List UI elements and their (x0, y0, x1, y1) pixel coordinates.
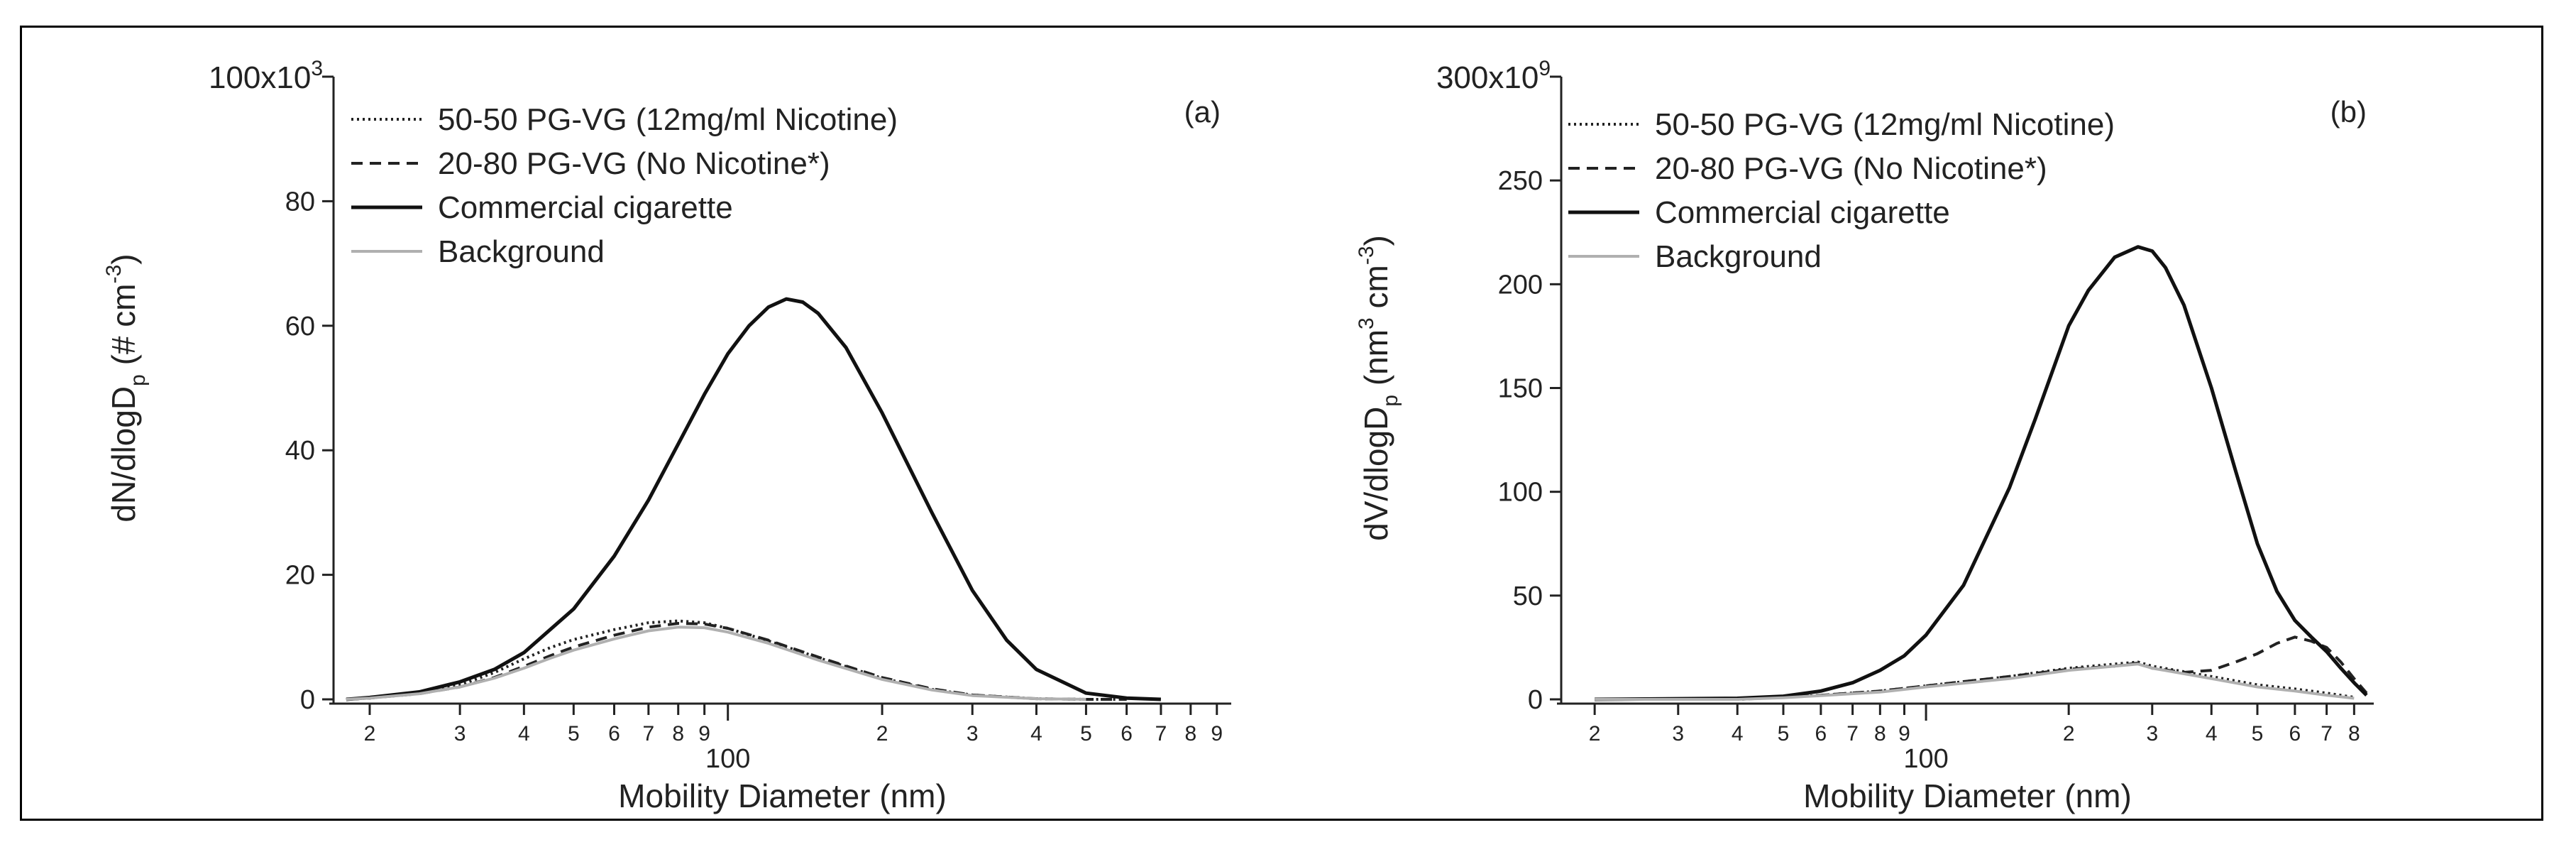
y-tick-label: 100 (1498, 478, 1543, 508)
y-axis-title-part: -3 (1355, 246, 1378, 265)
y-tick-label: 20 (285, 561, 315, 591)
panel-label: (a) (1184, 95, 1221, 129)
y-axis-title-part: 3 (1355, 317, 1378, 329)
x-minor-tick-label: 5 (1778, 722, 1790, 746)
x-minor-tick-label: 5 (568, 722, 580, 746)
y-axis-title-part: dV/dlogD (1358, 407, 1394, 541)
x-minor-tick-label: 9 (1211, 722, 1223, 746)
x-minor-tick-label: 2 (2063, 722, 2075, 746)
x-minor-tick-label: 5 (2252, 722, 2264, 746)
y-axis-title-part: ) (105, 253, 142, 264)
y-max-label: 300x109 (1436, 57, 1551, 95)
series-line-0 (346, 619, 1127, 701)
x-minor-tick-label: 7 (1846, 722, 1859, 746)
legend-label: 20-80 PG-VG (No Nicotine*) (1655, 151, 2047, 186)
y-axis-title-part: p (1379, 395, 1402, 407)
series-line-3 (1595, 662, 2355, 701)
y-axis-title-part: (# cm (105, 283, 142, 374)
x-axis-title: Mobility Diameter (nm) (618, 777, 947, 814)
y-axis-title-part: cm (1358, 265, 1394, 317)
x-minor-tick-label: 4 (1030, 722, 1042, 746)
series-line-3 (346, 626, 1086, 701)
legend-label: 50-50 PG-VG (12mg/ml Nicotine) (438, 102, 898, 137)
x-minor-tick-label: 3 (2146, 722, 2158, 746)
x-minor-tick-label: 6 (2289, 722, 2301, 746)
y-tick-label: 40 (285, 436, 315, 466)
y-axis-title: dN/dlogDp (# cm-3) (102, 253, 150, 522)
x-minor-tick-label: 2 (876, 722, 888, 746)
y-axis-title-part: dN/dlogD (105, 386, 142, 523)
x-minor-tick-label: 6 (1121, 722, 1133, 746)
y-tick-label: 150 (1498, 374, 1543, 404)
x-minor-tick-label: 4 (1732, 722, 1744, 746)
x-axis-title: Mobility Diameter (nm) (1803, 777, 2132, 814)
y-tick-label: 60 (285, 312, 315, 342)
series-line-0 (1595, 660, 2355, 701)
y-tick-label: 0 (300, 685, 315, 715)
x-minor-tick-label: 4 (2206, 722, 2218, 746)
legend-label: Background (1655, 239, 1822, 274)
legend-label: Commercial cigarette (438, 190, 733, 225)
x-minor-tick-label: 3 (967, 722, 979, 746)
x-major-tick-label: 100 (705, 744, 750, 774)
y-tick-label: 250 (1498, 166, 1543, 196)
y-max-exponent: 9 (1539, 57, 1551, 80)
y-axis-title: dV/dlogDp (nm3 cm-3) (1355, 235, 1402, 541)
y-tick-label: 50 (1513, 581, 1543, 611)
x-minor-tick-label: 5 (1080, 722, 1092, 746)
series-line-2 (1595, 245, 2368, 701)
x-minor-tick-label: 6 (608, 722, 620, 746)
x-major-tick-label: 100 (1903, 744, 1948, 774)
y-tick-label: 80 (285, 187, 315, 217)
series-line-1 (1595, 635, 2368, 701)
y-max-exponent: 3 (311, 57, 323, 80)
x-minor-tick-label: 2 (1589, 722, 1601, 746)
x-minor-tick-label: 3 (1672, 722, 1684, 746)
y-axis-title-part: p (126, 374, 150, 386)
y-tick-label: 200 (1498, 270, 1543, 300)
x-minor-tick-label: 8 (2348, 722, 2360, 746)
y-axis-title-part: (nm (1358, 329, 1394, 395)
legend-label: Commercial cigarette (1655, 195, 1950, 230)
x-minor-tick-label: 7 (1155, 722, 1167, 746)
x-minor-tick-label: 9 (1898, 722, 1910, 746)
legend-label: Background (438, 234, 605, 269)
x-minor-tick-label: 9 (698, 722, 710, 746)
x-minor-tick-label: 2 (364, 722, 376, 746)
x-minor-tick-label: 8 (1874, 722, 1886, 746)
y-axis-title-part: -3 (102, 265, 126, 284)
y-tick-label: 0 (1528, 685, 1543, 715)
y-max-label: 100x103 (209, 57, 323, 95)
x-minor-tick-label: 8 (672, 722, 684, 746)
y-axis-title-part: ) (1358, 235, 1394, 246)
panel-label: (b) (2330, 95, 2367, 129)
x-minor-tick-label: 8 (1184, 722, 1196, 746)
x-minor-tick-label: 3 (454, 722, 466, 746)
legend-label: 20-80 PG-VG (No Nicotine*) (438, 146, 830, 181)
x-minor-tick-label: 4 (518, 722, 530, 746)
series-line-2 (346, 297, 1161, 701)
x-minor-tick-label: 7 (642, 722, 654, 746)
legend-label: 50-50 PG-VG (12mg/ml Nicotine) (1655, 107, 2115, 142)
x-minor-tick-label: 7 (2321, 722, 2333, 746)
x-minor-tick-label: 6 (1815, 722, 1827, 746)
